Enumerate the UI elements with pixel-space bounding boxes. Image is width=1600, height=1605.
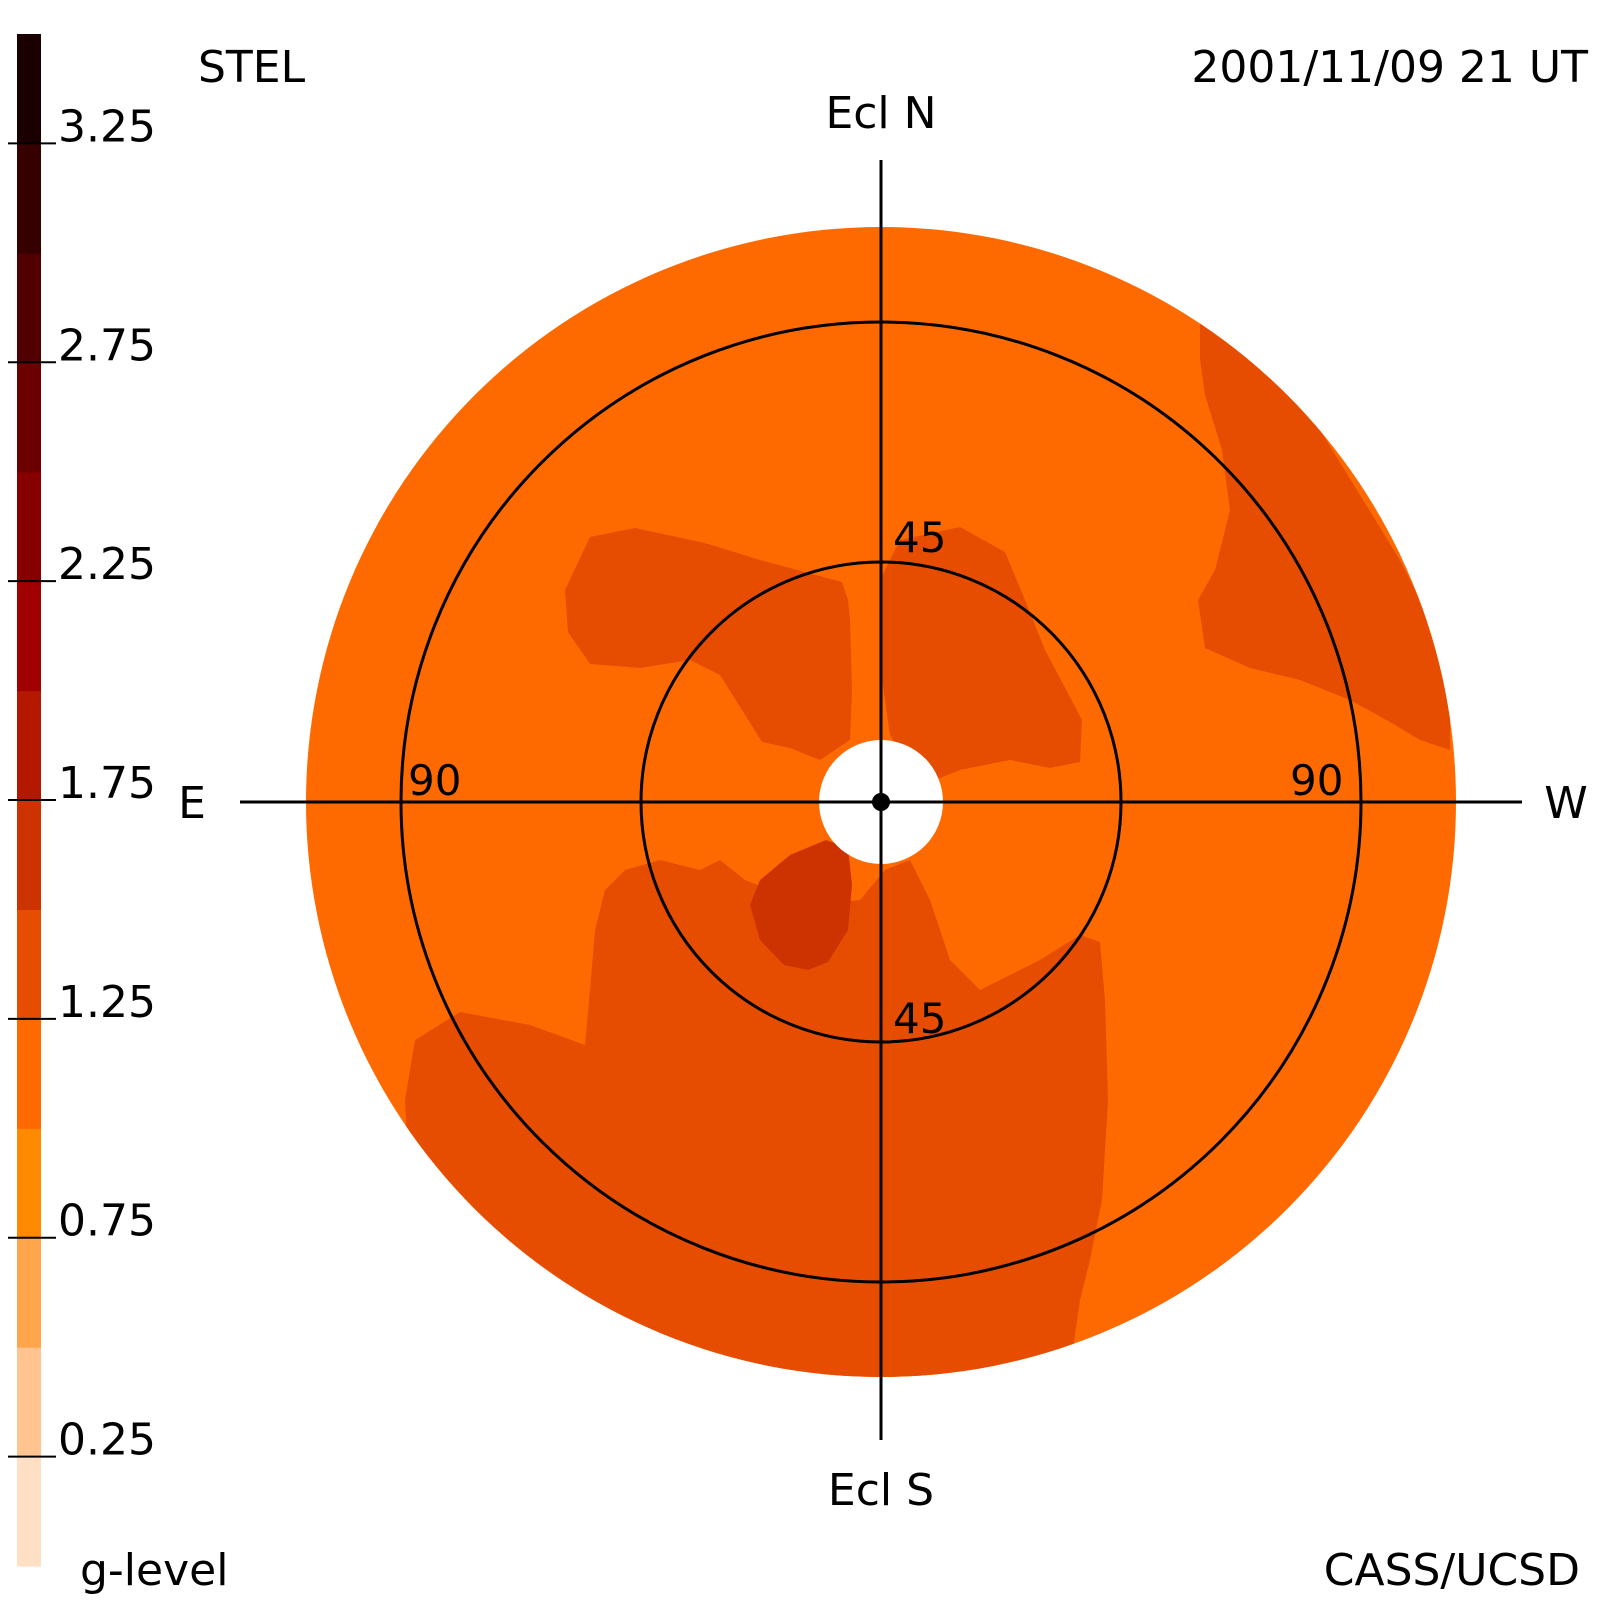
- colorbar-level-13: [17, 34, 41, 145]
- northeast-lobe: [880, 527, 1082, 780]
- colorbar-level-6: [17, 800, 41, 911]
- colorbar-ticks: 3.25 2.75 2.25 1.75 1.25 0.75 0.25: [8, 101, 156, 1466]
- colorbar-level-7: [17, 690, 41, 801]
- colorbar-tick-label-5: 0.75: [58, 1196, 156, 1247]
- colorbar-level-1: [17, 1347, 41, 1458]
- colorbar-level-9: [17, 471, 41, 582]
- northwest-band: [1198, 320, 1450, 750]
- colorbar-level-10: [17, 362, 41, 473]
- colorbar-tick-label-6: 0.25: [58, 1415, 156, 1466]
- colorbar-level-12: [17, 143, 41, 254]
- colorbar-tick-label-2: 2.25: [58, 539, 156, 590]
- ring-90-label-west: 90: [1290, 756, 1343, 805]
- north-center-lobe: [565, 528, 852, 760]
- colorbar-tick-label-4: 1.25: [58, 977, 156, 1028]
- colorbar-tick-label-0: 3.25: [58, 101, 156, 152]
- colorbar-level-5: [17, 909, 41, 1020]
- direction-east-label: E: [178, 778, 206, 829]
- colorbar-level-2: [17, 1237, 41, 1348]
- colorbar-level-11: [17, 252, 41, 363]
- colorbar-level-0: [17, 1456, 41, 1567]
- colorbar: [17, 34, 41, 1567]
- colorbar-level-3: [17, 1128, 41, 1239]
- instrument-label: STEL: [198, 42, 306, 93]
- direction-north-label: Ecl N: [825, 88, 936, 139]
- direction-west-label: W: [1544, 778, 1588, 829]
- credit-label: CASS/UCSD: [1324, 1545, 1580, 1596]
- ring-90-label-east: 90: [408, 756, 461, 805]
- colorbar-level-4: [17, 1018, 41, 1129]
- timestamp-label: 2001/11/09 21 UT: [1191, 42, 1588, 93]
- colorbar-title: g-level: [80, 1545, 228, 1596]
- ring-45-label-south: 45: [893, 994, 946, 1043]
- colorbar-level-8: [17, 581, 41, 692]
- ring-45-label-north: 45: [893, 513, 946, 562]
- colorbar-tick-label-1: 2.75: [58, 320, 156, 371]
- direction-south-label: Ecl S: [828, 1465, 934, 1516]
- southeast-core: [750, 840, 852, 970]
- colorbar-tick-label-3: 1.75: [58, 758, 156, 809]
